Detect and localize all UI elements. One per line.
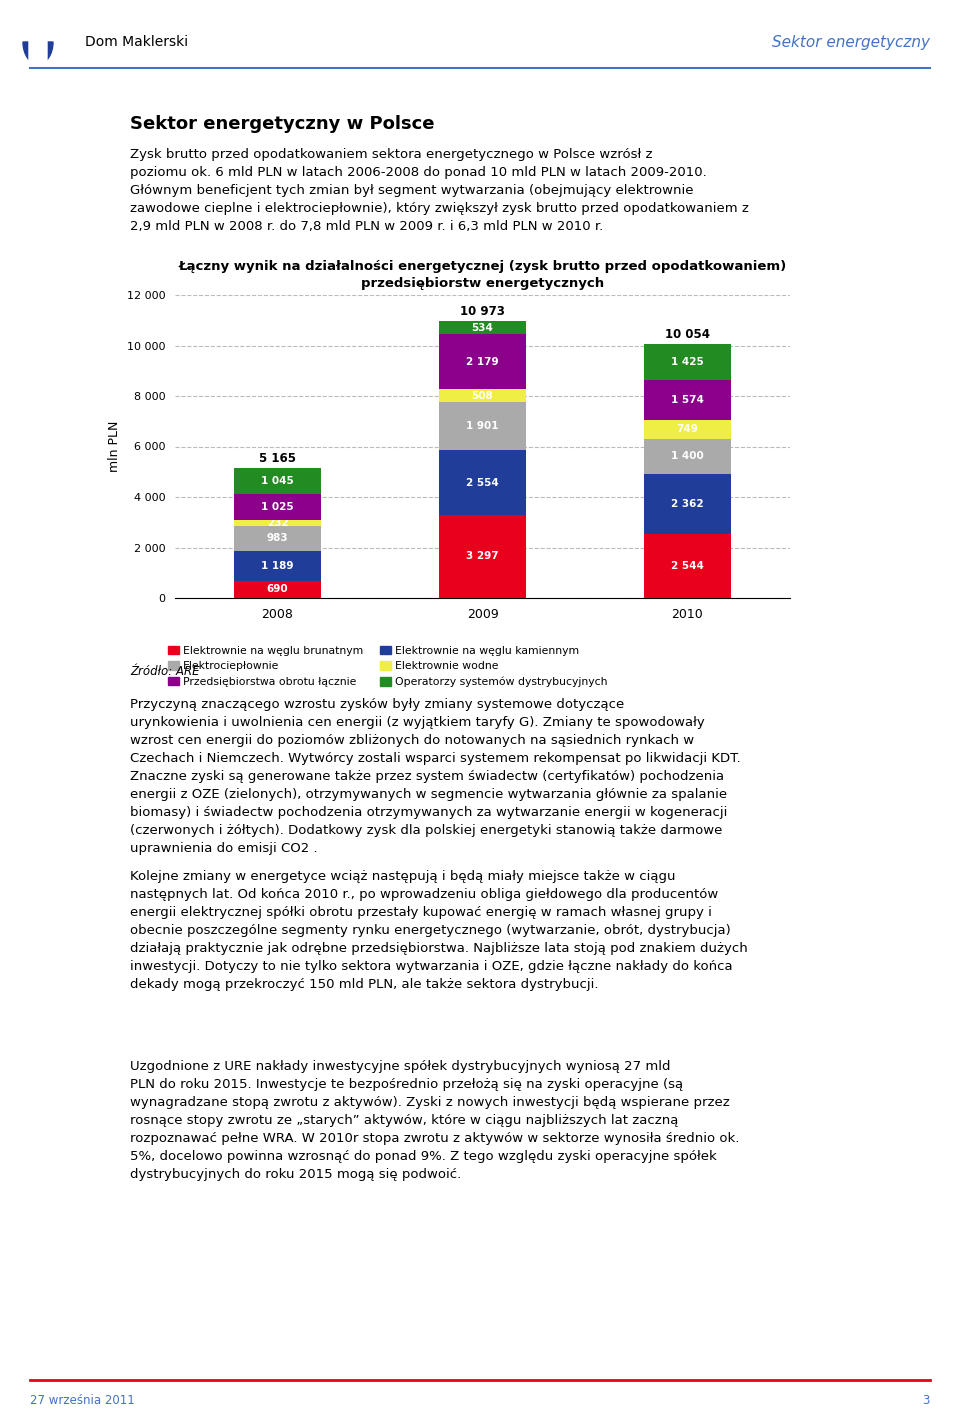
Text: 749: 749 [677, 424, 699, 434]
Text: Sektor energetyczny w Polsce: Sektor energetyczny w Polsce [130, 115, 435, 133]
Text: 1 425: 1 425 [671, 358, 704, 368]
Bar [234, 580, 321, 597]
Text: 508: 508 [471, 390, 493, 400]
Text: Kolejne zmiany w energetyce wciąż następują i będą miały miejsce także w ciągu
n: Kolejne zmiany w energetyce wciąż następ… [130, 870, 748, 990]
Text: 2 179: 2 179 [467, 358, 499, 368]
Bar [440, 389, 525, 402]
Text: Łączny wynik na działalności energetycznej (zysk brutto przed opodatkowaniem)
pr: Łączny wynik na działalności energetyczn… [179, 260, 786, 289]
Text: 1 901: 1 901 [467, 421, 499, 431]
Text: Uzgodnione z URE nakłady inwestycyjne spółek dystrybucyjnych wyniosą 27 mld
PLN : Uzgodnione z URE nakłady inwestycyjne sp… [130, 1060, 739, 1181]
Text: 1 189: 1 189 [261, 561, 294, 570]
Text: 2 554: 2 554 [467, 478, 499, 488]
Bar [234, 551, 321, 580]
Text: 2 544: 2 544 [671, 561, 704, 570]
Bar [440, 335, 525, 389]
Text: Przyczyną znaczącego wzrostu zysków były zmiany systemowe dotyczące
urynkowienia: Przyczyną znaczącego wzrostu zysków były… [130, 698, 741, 856]
Bar [234, 468, 321, 494]
Text: 534: 534 [471, 322, 493, 332]
Text: 1 025: 1 025 [261, 502, 294, 512]
Bar [234, 525, 321, 551]
Bar [440, 450, 525, 515]
Text: 10 973: 10 973 [460, 305, 505, 318]
Text: 1 574: 1 574 [671, 394, 704, 404]
Text: 232: 232 [267, 518, 288, 528]
Text: Dom Maklerski: Dom Maklerski [85, 35, 188, 50]
Bar [644, 474, 731, 534]
Y-axis label: mln PLN: mln PLN [108, 421, 121, 473]
Bar [644, 420, 731, 438]
Text: Zysk brutto przed opodatkowaniem sektora energetycznego w Polsce wzrósł z
poziom: Zysk brutto przed opodatkowaniem sektora… [130, 148, 749, 233]
Text: 3: 3 [923, 1393, 930, 1406]
Text: 1 045: 1 045 [261, 475, 294, 485]
Text: 690: 690 [267, 585, 288, 595]
Bar [644, 438, 731, 474]
Text: 2 362: 2 362 [671, 499, 704, 509]
Bar [234, 494, 321, 519]
Bar [440, 515, 525, 597]
Text: 1 400: 1 400 [671, 451, 704, 461]
Text: Sektor energetyczny: Sektor energetyczny [772, 34, 930, 50]
Bar [644, 345, 731, 380]
Text: 983: 983 [267, 534, 288, 543]
Text: 27 września 2011: 27 września 2011 [30, 1393, 134, 1406]
Text: Źródło: ARE: Źródło: ARE [130, 666, 200, 678]
Bar [644, 380, 731, 420]
Text: 3 297: 3 297 [467, 552, 499, 562]
Bar [440, 402, 525, 450]
Bar [644, 534, 731, 597]
Text: 10 054: 10 054 [665, 328, 710, 341]
Bar [234, 519, 321, 525]
Legend: Elektrownie na węglu brunatnym, Elektrociepłownie, Przedsiębiorstwa obrotu łączn: Elektrownie na węglu brunatnym, Elektroc… [168, 646, 608, 687]
Bar [440, 321, 525, 335]
Text: 5 165: 5 165 [259, 451, 296, 464]
